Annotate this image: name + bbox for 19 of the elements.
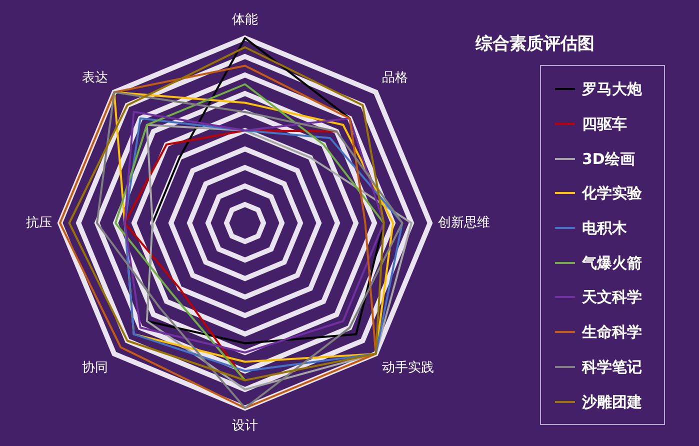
spoke-label: 表达 <box>82 70 108 86</box>
spoke-label: 动手实践 <box>382 360 434 376</box>
legend-label: 化学实验 <box>582 184 642 202</box>
legend-label: 3D绘画 <box>582 150 635 168</box>
spoke-label: 协同 <box>82 360 108 376</box>
text: 综合素质评估图 <box>474 34 596 54</box>
legend-label: 天文科学 <box>582 288 642 306</box>
spoke-label: 创新思维 <box>438 215 490 230</box>
spoke-label: 品格 <box>382 70 408 86</box>
spoke-label: 体能 <box>232 12 258 28</box>
spoke-label: 抗压 <box>26 215 52 230</box>
legend-label: 沙雕团建 <box>582 392 642 411</box>
legend-label: 电积木 <box>582 219 627 238</box>
legend-label: 科学笔记 <box>582 358 642 376</box>
legend-label: 四驱车 <box>582 115 627 134</box>
legend-label: 气爆火箭 <box>582 254 642 272</box>
legend-label: 罗马大炮 <box>582 80 642 98</box>
spoke-label: 设计 <box>232 418 258 434</box>
legend-label: 生命科学 <box>582 323 642 342</box>
